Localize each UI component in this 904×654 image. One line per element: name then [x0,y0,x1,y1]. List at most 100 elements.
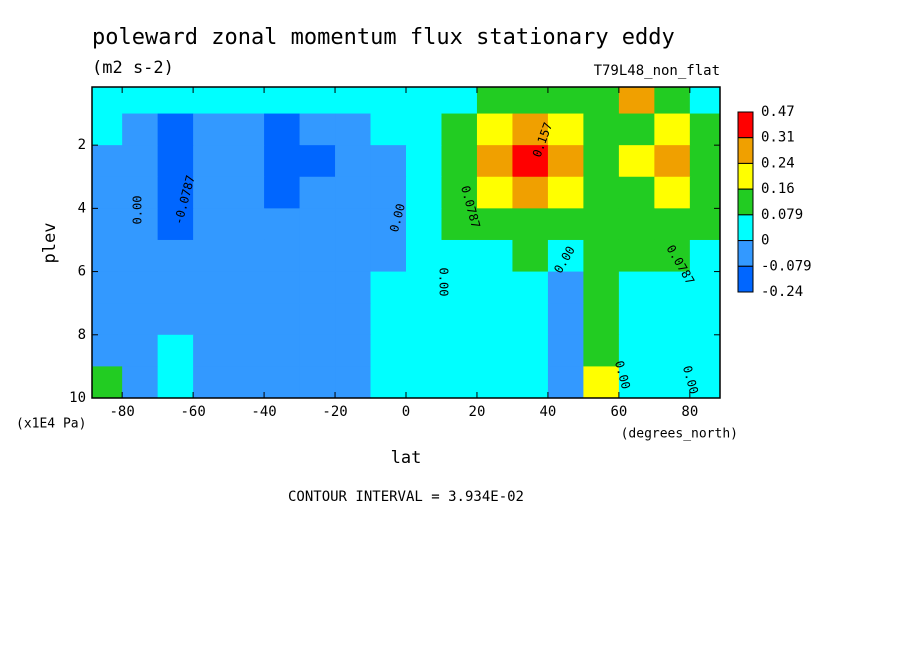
field-cell [618,271,655,304]
colorbar-swatch [737,240,754,267]
field-cell [157,334,194,367]
field-cell [441,303,478,336]
field-cell [335,271,372,304]
field-cell [583,176,620,209]
field-cell [654,176,691,209]
field-cell [441,366,478,398]
field-cell [583,334,620,367]
field-cell [264,366,301,398]
field-cell [476,239,513,273]
colorbar-label: 0.31 [761,130,795,146]
field-cell [122,145,159,178]
colorbar-label: -0.079 [761,258,812,274]
field-cell [264,334,301,367]
field-cell [299,271,336,304]
field-cell [406,176,442,209]
field-cell [441,208,478,241]
field-cell [92,208,123,241]
field-cell [406,239,442,273]
field-cell [618,113,655,146]
field-cell [264,271,301,304]
field-cell [441,113,478,146]
field-cell [228,87,265,115]
field-cell [689,176,720,209]
contour-field [92,87,720,398]
field-cell [406,87,442,115]
field-cell [618,145,655,178]
field-cell [441,176,478,209]
field-cell [122,113,159,146]
field-cell [228,208,265,241]
field-cell [512,208,549,241]
y-tick-label: 8 [78,327,86,343]
field-cell [264,208,301,241]
colorbar-label: 0.47 [761,104,795,120]
field-cell [618,239,655,273]
field-cell [157,87,194,115]
field-cell [512,239,549,273]
field-cell [476,87,513,115]
colorbar-swatch [737,188,754,216]
y-tick-label: 4 [78,200,86,216]
field-cell [122,271,159,304]
x-tick-label: -20 [322,404,347,420]
colorbar-label: 0.079 [761,207,803,223]
colorbar-swatch [737,162,754,190]
field-cell [654,334,691,367]
field-cell [335,87,372,115]
field-cell [228,271,265,304]
field-cell [370,87,407,115]
field-cell [583,87,620,115]
field-cell [618,208,655,241]
field-cell [92,176,123,209]
field-cell [654,303,691,336]
field-cell [618,303,655,336]
field-cell [654,208,691,241]
field-cell [264,87,301,115]
field-cell [476,303,513,336]
field-cell [157,208,194,241]
field-cell [299,303,336,336]
field-cell [335,145,372,178]
field-cell [618,366,655,398]
field-cell [299,176,336,209]
field-cell [583,366,620,398]
field-cell [370,176,407,209]
y-tick-label: 10 [69,390,86,406]
field-cell [689,239,720,273]
x-tick-label: -60 [180,404,205,420]
field-cell [441,239,478,273]
field-cell [689,87,720,115]
field-cell [689,145,720,178]
field-cell [335,334,372,367]
field-cell [122,366,159,398]
field-cell [193,176,230,209]
field-cell [92,145,123,178]
x-axis-label: lat [391,448,422,468]
field-cell [370,271,407,304]
contour-label: 0.00 [437,268,451,297]
field-cell [654,87,691,115]
field-cell [618,334,655,367]
field-cell [122,303,159,336]
field-cell [547,303,584,336]
field-cell [157,366,194,398]
field-cell [512,334,549,367]
field-cell [512,303,549,336]
field-cell [547,366,584,398]
chart-title: poleward zonal momentum flux stationary … [92,25,675,50]
field-cell [335,239,372,273]
field-cell [547,145,584,178]
field-cell [92,271,123,304]
field-cell [547,87,584,115]
footer: CONTOUR INTERVAL = 3.934E-02 [288,489,524,505]
field-cell [193,113,230,146]
field-cell [476,145,513,178]
field-cell [441,271,478,304]
field-cell [228,176,265,209]
field-cell [228,113,265,146]
x-units: (degrees_north) [621,427,738,442]
field-cell [583,303,620,336]
field-cell [92,113,123,146]
